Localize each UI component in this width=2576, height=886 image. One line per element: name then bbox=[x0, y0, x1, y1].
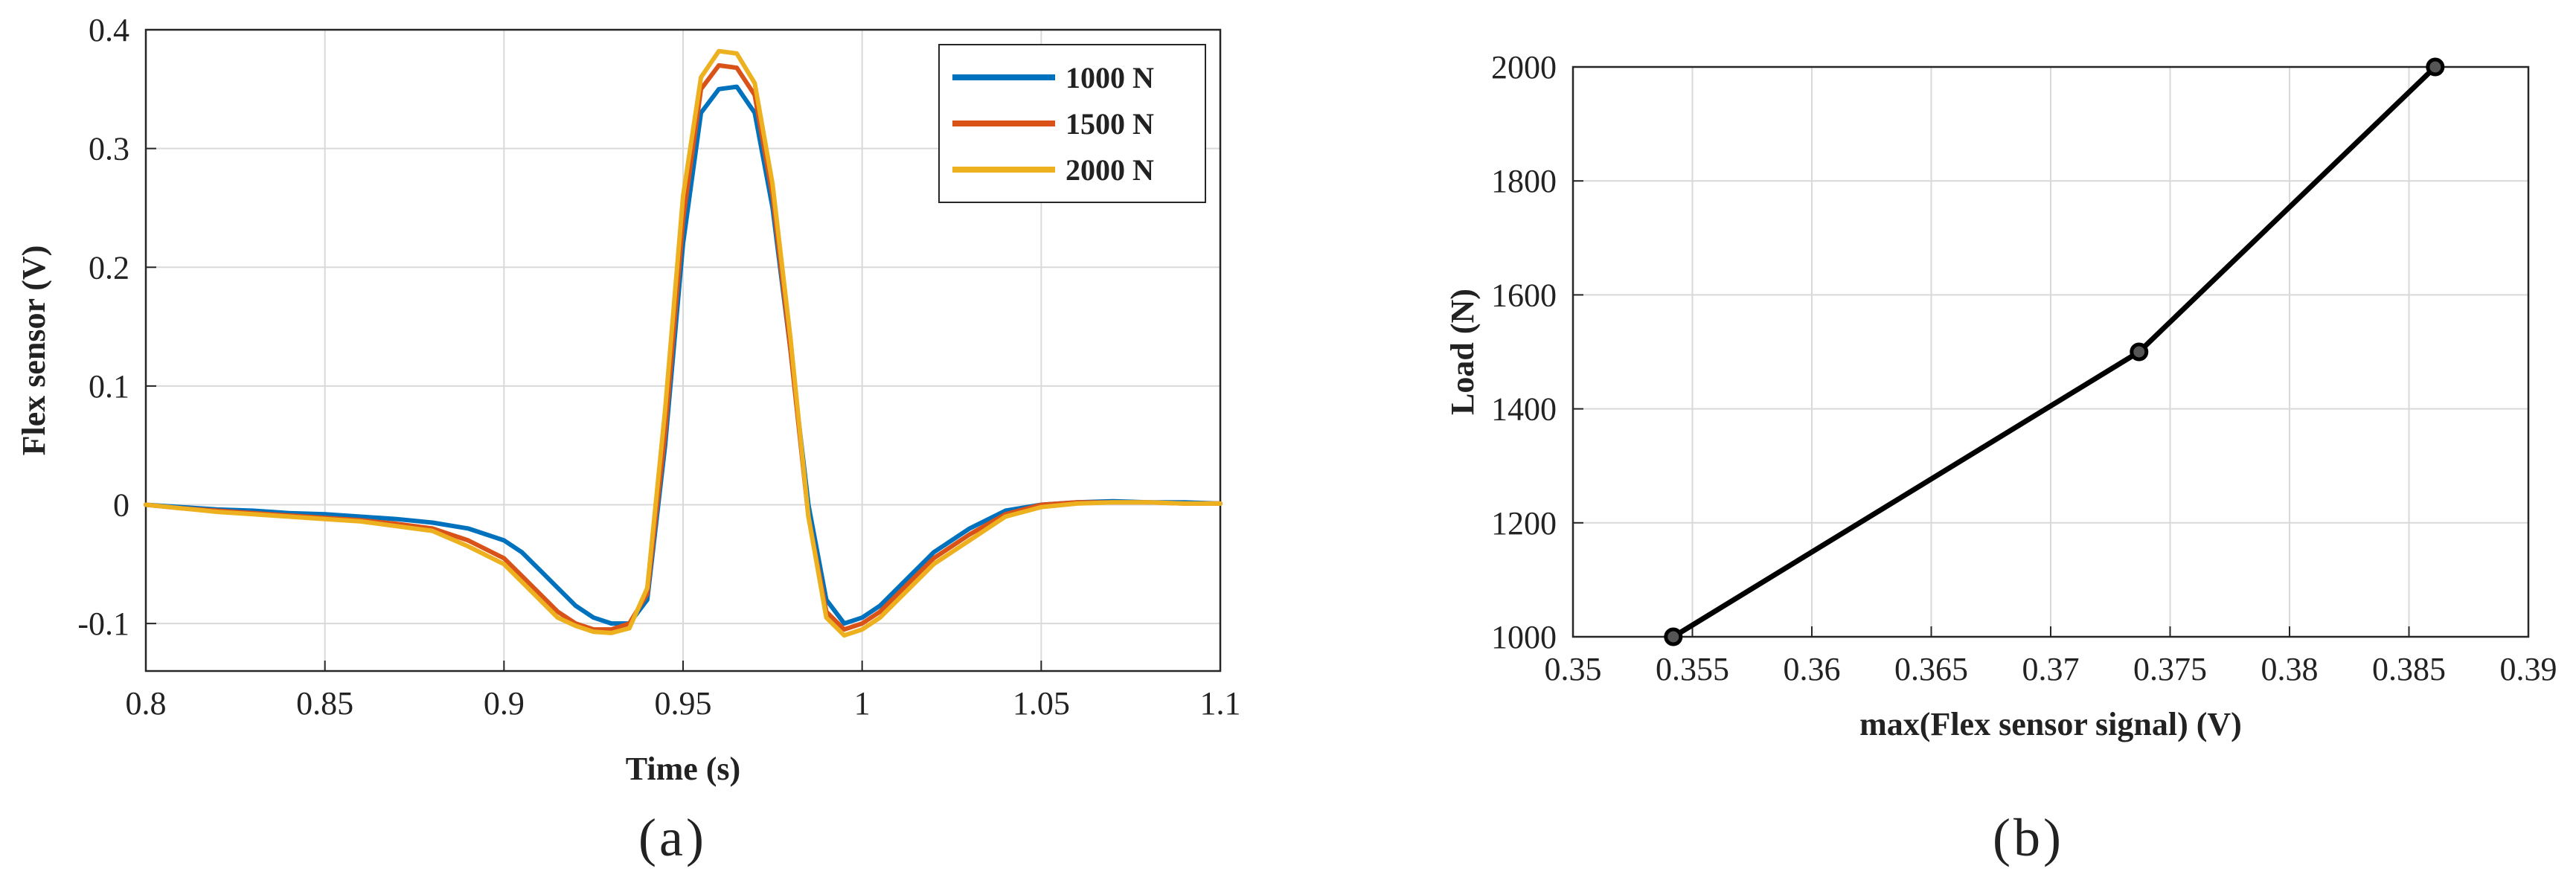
svg-text:): ) bbox=[686, 808, 704, 867]
x-tick-label: 0.37 bbox=[2022, 651, 2080, 687]
x-tick-label: 0.385 bbox=[2372, 651, 2446, 687]
series-line-1000-n bbox=[144, 84, 1223, 626]
series-lines bbox=[1664, 57, 2445, 646]
y-tick-label: 2000 bbox=[1491, 49, 1557, 86]
x-tick-label: 0.38 bbox=[2261, 651, 2319, 687]
legend-label: 1000 N bbox=[1066, 61, 1154, 94]
x-tick-label: 1.1 bbox=[1200, 685, 1241, 722]
y-tick-labels: -0.1 0 0.1 0.2 0.3 0.4 bbox=[77, 12, 129, 642]
x-tick-label: 1.05 bbox=[1013, 685, 1070, 722]
legend-label: 1500 N bbox=[1066, 107, 1154, 141]
panel-a-chart: 0.8 0.85 0.9 0.95 1 1.05 1.1 -0.1 0 0.1 0.2 0.3 0.4… bbox=[16, 12, 1241, 787]
y-axis-label: Flex sensor (V) bbox=[16, 245, 52, 456]
series-lines bbox=[144, 48, 1223, 638]
legend-entries: 1000 N 1500 N 2000 N bbox=[952, 61, 1154, 187]
plot-area-frame bbox=[144, 28, 1222, 672]
x-tick-label: 0.365 bbox=[1894, 651, 1968, 687]
y-tick-labels: 1000 1200 1400 1600 1800 2000 bbox=[1491, 49, 1557, 655]
x-tick-label: 0.375 bbox=[2133, 651, 2207, 687]
y-tick-label: 1600 bbox=[1491, 277, 1557, 313]
grid-lines bbox=[1572, 66, 2529, 638]
caption-a: ( a ) bbox=[638, 808, 704, 867]
caption-b: ( b ) bbox=[1993, 808, 2061, 867]
svg-text:): ) bbox=[2043, 808, 2061, 867]
legend: 1000 N 1500 N 2000 N bbox=[938, 44, 1206, 203]
y-tick-label: 0.1 bbox=[89, 368, 129, 405]
y-tick-label: 0.4 bbox=[89, 12, 129, 48]
y-tick-label: 1000 bbox=[1491, 619, 1557, 655]
svg-text:(: ( bbox=[638, 808, 656, 867]
x-tick-label: 1 bbox=[854, 685, 871, 722]
x-tick-label: 0.35 bbox=[1545, 651, 1602, 687]
x-axis-label: max(Flex sensor signal) (V) bbox=[1859, 706, 2242, 742]
legend-box bbox=[938, 44, 1206, 203]
series-line-2000-n bbox=[144, 48, 1223, 638]
legend-label: 2000 N bbox=[1066, 153, 1154, 187]
x-tick-label: 0.9 bbox=[484, 685, 525, 722]
y-tick-label: -0.1 bbox=[77, 606, 129, 642]
caption-b-letter: b bbox=[2013, 808, 2040, 867]
y-tick-label: 1400 bbox=[1491, 391, 1557, 428]
plot-area-frame bbox=[1571, 65, 2530, 638]
x-tick-labels: 0.8 0.85 0.9 0.95 1 1.05 1.1 bbox=[126, 685, 1241, 722]
panel-b-chart: 0.35 0.355 0.36 0.365 0.37 0.375 0.38 0.385 0.39… bbox=[1444, 49, 2557, 742]
y-tick-label: 0 bbox=[113, 487, 129, 524]
y-tick-label: 0.2 bbox=[89, 249, 129, 286]
data-point bbox=[2130, 342, 2149, 362]
x-tick-label: 0.85 bbox=[296, 685, 353, 722]
y-tick-label: 0.3 bbox=[89, 131, 129, 167]
y-axis-label: Load (N) bbox=[1444, 289, 1481, 415]
data-point bbox=[2426, 57, 2445, 77]
series-line-load-vs-max-signal bbox=[1670, 64, 2438, 640]
y-tick-label: 1800 bbox=[1491, 163, 1557, 199]
x-tick-label: 0.39 bbox=[2500, 651, 2557, 687]
x-tick-labels: 0.35 0.355 0.36 0.365 0.37 0.375 0.38 0.385 0.39 bbox=[1545, 651, 2557, 687]
svg-text:(: ( bbox=[1993, 808, 2011, 867]
x-tick-label: 0.95 bbox=[655, 685, 712, 722]
x-tick-label: 0.355 bbox=[1656, 651, 1729, 687]
x-axis-label: Time (s) bbox=[626, 751, 740, 787]
x-tick-label: 0.8 bbox=[126, 685, 167, 722]
x-tick-label: 0.36 bbox=[1784, 651, 1841, 687]
data-point bbox=[1664, 627, 1683, 646]
y-tick-label: 1200 bbox=[1491, 505, 1557, 542]
caption-a-letter: a bbox=[659, 808, 683, 867]
